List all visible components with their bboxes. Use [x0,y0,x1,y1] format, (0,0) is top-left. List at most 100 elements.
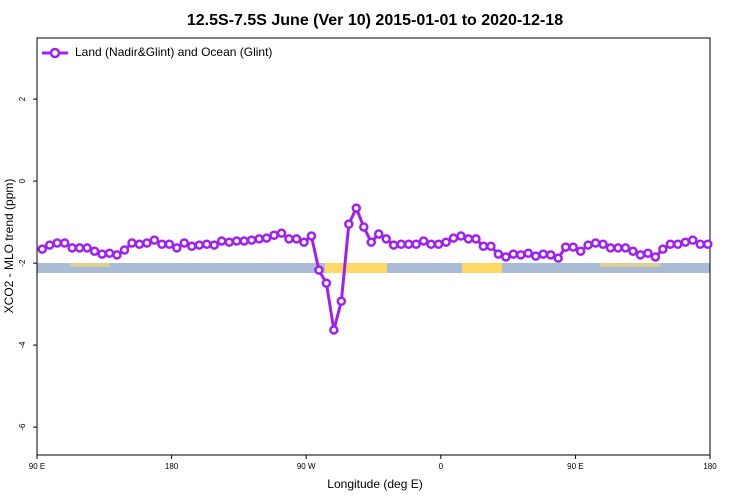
point [284,234,294,244]
point [396,239,406,249]
point [545,250,556,260]
point [112,250,122,260]
point [658,244,668,254]
legend-marker [49,47,61,59]
point [688,235,698,245]
point [239,236,249,246]
y-tick-label: -4 [18,341,27,349]
point [89,246,100,256]
point [119,245,130,255]
point [209,240,219,250]
point [104,248,115,259]
point [142,238,152,248]
point [291,234,302,244]
point [381,234,391,244]
point [67,243,77,253]
point [59,238,70,248]
point [306,231,317,241]
point [164,239,175,249]
point [44,240,55,250]
point [224,237,234,247]
land-band [600,263,660,267]
point [493,249,504,259]
y-tick-label: -6 [18,423,27,431]
point [560,242,571,252]
point [508,249,519,259]
point [531,251,541,261]
point [127,238,137,248]
point [172,243,182,253]
point [598,239,608,249]
point [590,238,601,248]
point [643,248,653,259]
point [418,236,429,246]
point [673,239,683,249]
y-axis-label: XCO2 - MLO trend (ppm) [2,179,16,314]
legend-label: Land (Nadir&Glint) and Ocean (Glint) [75,45,272,59]
point [478,241,489,252]
point [456,231,466,241]
point [97,249,107,259]
land-band [325,263,387,273]
x-tick-label: 90 W [297,462,316,471]
y-tick-label: -2 [18,259,27,267]
point [269,230,279,240]
land-band [70,263,110,267]
point [179,238,190,248]
point [665,239,676,249]
x-tick-label: 0 [439,462,444,471]
point [471,234,481,244]
y-tick-label: 2 [18,96,27,101]
point [231,236,242,246]
x-tick-label: 90 E [567,462,583,471]
point [359,222,369,232]
surface-band [37,263,710,273]
point [620,243,631,253]
point [314,265,324,275]
point [388,240,399,250]
point [52,238,62,248]
point [74,243,85,253]
point [516,250,526,260]
point [583,240,593,250]
point [261,233,272,243]
point [448,233,459,243]
point [299,237,309,247]
point [157,239,167,249]
point [187,241,197,252]
point [680,237,691,247]
point [82,243,92,253]
point [613,243,623,253]
point [605,243,616,253]
y-tick-label: 0 [18,178,27,183]
point [441,237,451,247]
point [201,239,212,249]
point [635,250,646,260]
point [501,252,511,262]
point [426,239,436,249]
point [321,278,332,288]
point [628,246,638,256]
point [329,325,339,335]
x-axis-label: Longitude (deg E) [327,477,422,491]
point [351,203,362,213]
x-tick-label: 90 E [29,462,45,471]
point [246,235,257,245]
point [373,229,384,239]
x-tick-label: 180 [703,462,717,471]
point [194,240,205,250]
point [463,234,474,244]
x-tick-label: 180 [165,462,179,471]
point [344,219,354,229]
point [336,296,347,306]
point [149,235,160,245]
point [254,234,264,244]
point [366,237,377,247]
point [575,246,586,256]
point [403,239,414,249]
point [216,236,227,246]
point [411,239,421,249]
land-band [462,263,502,273]
point [433,239,444,249]
